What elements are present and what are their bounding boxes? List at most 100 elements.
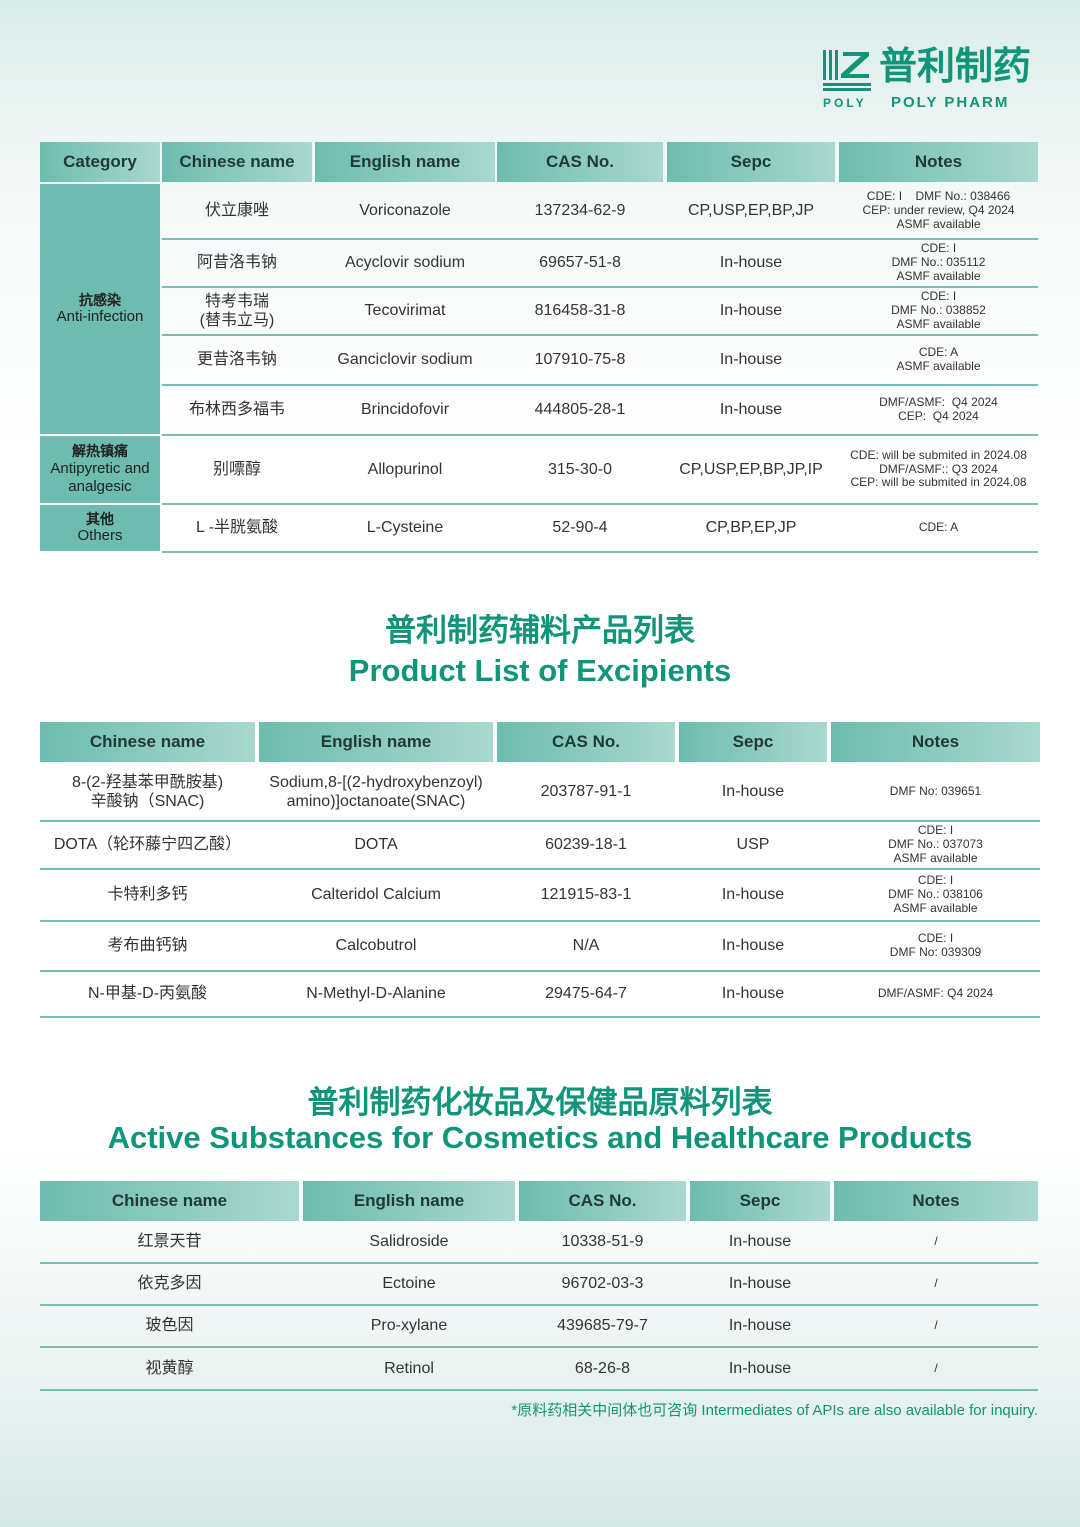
- row-divider: [162, 238, 1038, 240]
- table-cell: 60239-18-1: [545, 836, 627, 854]
- table-cell: In-house: [719, 351, 783, 369]
- table-cell: 107910-75-8: [534, 351, 626, 369]
- category-cell: 抗感染 Anti-infection: [40, 184, 160, 434]
- category-en: Others: [77, 527, 123, 545]
- header-cell: CAS No.: [519, 1181, 686, 1221]
- table-cell: 121915-83-1: [540, 886, 632, 904]
- table-cell: CDE: A ASMF available: [896, 345, 981, 373]
- table-cell: In-house: [728, 1359, 792, 1377]
- cosmetics-title-en: Active Substances for Cosmetics and Heal…: [107, 1120, 973, 1155]
- logo-english: POLY PHARM: [891, 94, 1010, 111]
- table-cell: 68-26-8: [574, 1359, 631, 1377]
- table-cell: 特考韦瑞 (替韦立马): [199, 292, 275, 329]
- table-cell: Retinol: [384, 1359, 434, 1377]
- header-cell: Sepc: [690, 1181, 830, 1221]
- header-cell: Chinese name: [40, 722, 255, 762]
- table-cell: Tecovirimat: [364, 302, 446, 320]
- table-cell: Brincidofovir: [360, 401, 450, 419]
- table-cell: DOTA: [354, 836, 398, 854]
- table-cell: 依克多因: [137, 1275, 202, 1293]
- table-cell: 考布曲钙钠: [107, 937, 188, 955]
- table-cell: N-Methyl-D-Alanine: [306, 985, 446, 1003]
- table-cell: Voriconazole: [359, 202, 451, 220]
- row-divider: [162, 503, 1038, 505]
- category-cn: 抗感染: [79, 291, 121, 308]
- table-cell: /: [934, 1318, 938, 1333]
- table-cell: CDE: I DMF No.: 035112 ASMF available: [891, 241, 986, 283]
- header-cell: Notes: [834, 1181, 1038, 1221]
- header-cell: Category: [40, 142, 160, 182]
- table-cell: CDE: I DMF No.: 037073 ASMF available: [888, 823, 983, 865]
- row-divider: [40, 1389, 1038, 1391]
- table-cell: Calteridol Calcium: [311, 886, 441, 904]
- row-divider: [40, 1346, 1038, 1348]
- table-cell: DMF/ASMF: Q4 2024 CEP: Q4 2024: [879, 395, 998, 423]
- table-cell: 137234-62-9: [534, 202, 626, 220]
- table-cell: Allopurinol: [367, 460, 443, 478]
- row-divider: [40, 868, 1040, 870]
- table-cell: DMF No: 039651: [889, 784, 982, 799]
- category-cell: 其他 Others: [40, 505, 160, 551]
- table-cell: 315-30-0: [547, 460, 613, 478]
- table-cell: /: [934, 1234, 938, 1249]
- table-cell: 更昔洛韦钠: [196, 351, 277, 369]
- cosmetics-title-cn: 普利制药化妆品及保健品原料列表: [307, 1085, 773, 1120]
- table-cell: In-house: [721, 886, 785, 904]
- table-cell: 52-90-4: [552, 519, 608, 537]
- table-cell: 69657-51-8: [539, 254, 621, 272]
- excipients-title-cn: 普利制药辅料产品列表: [385, 613, 695, 648]
- table-cell: 别嘌醇: [212, 460, 261, 478]
- table-cell: 96702-03-3: [561, 1275, 644, 1293]
- table-cell: CDE: I DMF No: 039309: [889, 931, 982, 959]
- row-divider: [162, 286, 1038, 288]
- table-cell: 视黄醇: [145, 1359, 194, 1377]
- row-divider: [40, 820, 1040, 822]
- header-cell: Sepc: [679, 722, 827, 762]
- row-divider: [162, 551, 1038, 553]
- header-cell: CAS No.: [497, 142, 663, 182]
- category-cn: 解热镇痛: [72, 443, 128, 460]
- table-cell: DMF/ASMF: Q4 2024: [877, 986, 994, 1001]
- table-cell: 816458-31-8: [534, 302, 626, 320]
- table-cell: In-house: [721, 985, 785, 1003]
- row-divider: [40, 1016, 1040, 1018]
- table-cell: CP,BP,EP,JP: [705, 519, 797, 537]
- table-cell: Ectoine: [382, 1275, 436, 1293]
- row-divider: [162, 334, 1038, 336]
- row-divider: [40, 1262, 1038, 1264]
- table-cell: Sodium,8-[(2-hydroxybenzoyl) amino)]octa…: [269, 773, 483, 810]
- header-cell: English name: [315, 142, 495, 182]
- row-divider: [40, 970, 1040, 972]
- table-cell: 439685-79-7: [557, 1317, 648, 1335]
- table-cell: DOTA（轮环藤宁四乙酸）: [53, 836, 242, 854]
- header-cell: English name: [303, 1181, 515, 1221]
- table-cell: 203787-91-1: [540, 783, 632, 801]
- table-cell: 29475-64-7: [545, 985, 627, 1003]
- row-divider: [162, 434, 1038, 436]
- table-cell: In-house: [719, 254, 783, 272]
- footnote: *原料药相关中间体也可咨询 Intermediates of APIs are …: [511, 1402, 1038, 1419]
- category-en: Anti-infection: [56, 308, 144, 326]
- table-cell: 阿昔洛韦钠: [196, 254, 277, 272]
- table-cell: USP: [736, 836, 770, 854]
- category-cn: 其他: [86, 510, 114, 527]
- excipients-title-en: Product List of Excipients: [348, 653, 732, 688]
- table-cell: CDE: will be submited in 2024.08 DMF/ASM…: [850, 447, 1027, 490]
- table-cell: /: [934, 1360, 938, 1375]
- table-cell: CP,USP,EP,BP,JP,IP: [679, 460, 823, 478]
- table-cell: In-house: [728, 1275, 792, 1293]
- table-cell: In-house: [728, 1233, 792, 1251]
- table-cell: 布林西多福韦: [188, 401, 285, 419]
- table-cell: Ganciclovir sodium: [337, 351, 473, 369]
- table-cell: N-甲基-D-丙氨酸: [87, 985, 208, 1003]
- table-cell: 8-(2-羟基苯甲酰胺基) 辛酸钠（SNAC): [71, 773, 224, 810]
- table-cell: CDE: I DMF No.: 038106 ASMF available: [888, 873, 983, 915]
- category-en: Antipyretic and analgesic: [50, 459, 150, 495]
- table-cell: CDE: A: [918, 520, 959, 535]
- table-cell: CP,USP,EP,BP,JP: [687, 202, 814, 220]
- table-cell: 伏立康唑: [204, 202, 269, 220]
- table-cell: /: [934, 1276, 938, 1291]
- table-cell: In-house: [728, 1317, 792, 1335]
- row-divider: [162, 384, 1038, 386]
- table-cell: N/A: [572, 937, 600, 955]
